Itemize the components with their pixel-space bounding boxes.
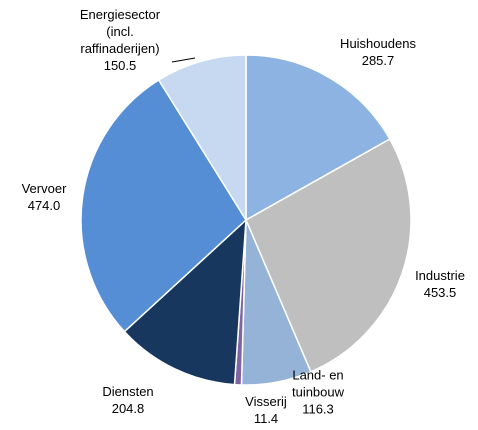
value-label: 285.7 <box>361 53 395 68</box>
slice-label: Diensten 204.8 <box>102 383 153 417</box>
category-label: Energiesector (incl. raffinaderijen) <box>79 7 161 56</box>
slice-label: Energiesector (incl. raffinaderijen) 150.… <box>80 6 160 74</box>
value-label: 204.8 <box>111 401 145 416</box>
category-label: Vervoer <box>21 181 67 196</box>
slice-label: Huishoudens 285.7 <box>340 35 416 69</box>
value-label: 150.5 <box>103 58 137 73</box>
slice-label: Visserij 11.4 <box>245 393 287 427</box>
leader-line <box>171 57 196 63</box>
value-label: 11.4 <box>253 411 279 426</box>
value-label: 474.0 <box>27 198 61 213</box>
category-label: Industrie <box>415 268 465 283</box>
pie-slice <box>245 54 391 222</box>
category-label: Land- en tuinbouw <box>291 367 345 400</box>
category-label: Huishoudens <box>340 36 416 51</box>
value-label: 116.3 <box>302 401 334 417</box>
pie-slice <box>157 54 247 223</box>
slice-label: Land- en tuinbouw 116.3 <box>292 367 344 418</box>
category-label: Diensten <box>102 384 154 399</box>
category-label: Visserij <box>245 394 287 409</box>
pie-slice <box>123 218 247 386</box>
pie-slice <box>80 78 247 333</box>
pie-slice <box>245 138 412 373</box>
slice-label: Vervoer 474.0 <box>22 180 67 214</box>
value-label: 453.5 <box>423 285 457 300</box>
slice-label: Industrie 453.5 <box>415 267 465 301</box>
